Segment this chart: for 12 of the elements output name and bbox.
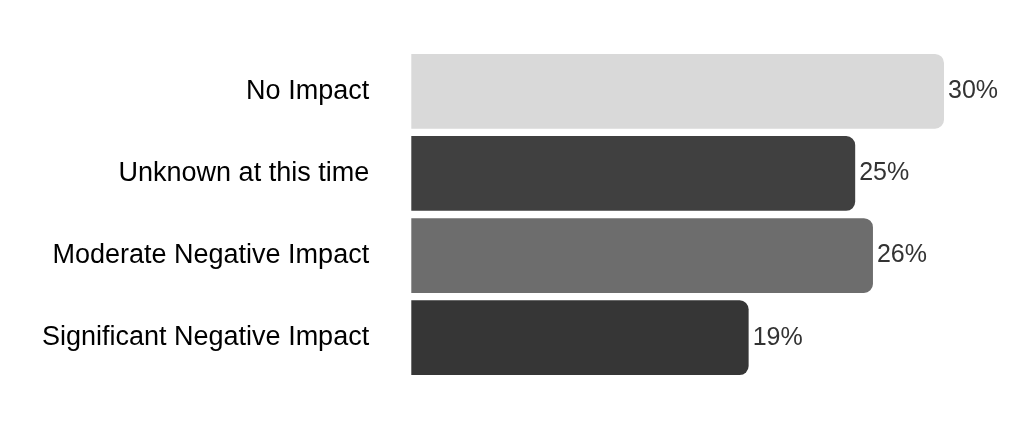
data-label: 19% xyxy=(752,321,803,350)
y-tick-label: Unknown at this time xyxy=(118,156,370,187)
data-label: 26% xyxy=(876,239,927,268)
data-label: 30% xyxy=(948,75,999,104)
y-tick-label: Significant Negative Impact xyxy=(41,321,370,352)
bar xyxy=(411,53,944,129)
y-tick-label: Moderate Negative Impact xyxy=(52,239,370,270)
bar xyxy=(411,136,856,211)
bar xyxy=(411,218,873,293)
data-label: 25% xyxy=(859,157,910,186)
y-tick-label: No Impact xyxy=(246,74,370,105)
bar xyxy=(411,300,749,376)
